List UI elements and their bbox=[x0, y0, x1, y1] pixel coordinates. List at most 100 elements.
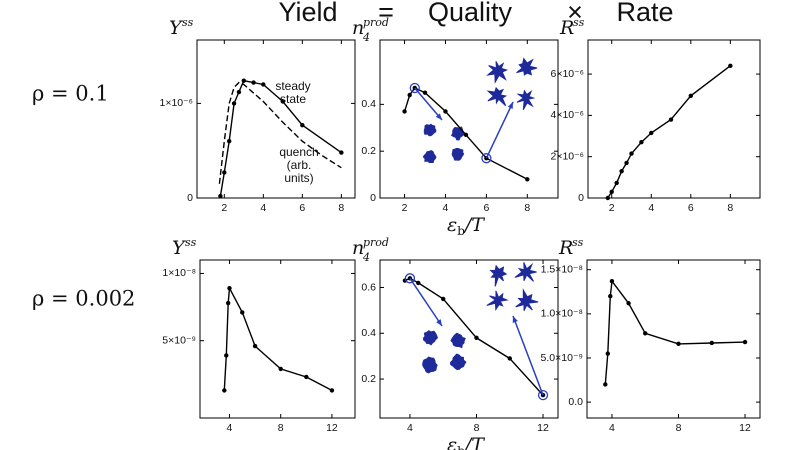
arrow-head bbox=[435, 113, 442, 120]
arrow-head bbox=[507, 102, 513, 109]
y-tick-label: 6×10⁻⁶ bbox=[550, 68, 584, 80]
arrow bbox=[409, 277, 443, 327]
panel-title: Y bbox=[169, 17, 184, 39]
data-point bbox=[329, 388, 335, 393]
y-tick-label: 0.0 bbox=[568, 396, 583, 408]
plot-frame bbox=[586, 259, 761, 419]
arrow-head bbox=[512, 316, 518, 323]
highlight-ring bbox=[404, 273, 416, 284]
cluster-icon bbox=[423, 123, 437, 137]
cluster-icon bbox=[486, 290, 509, 311]
arrow bbox=[485, 101, 514, 159]
data-point bbox=[236, 89, 242, 95]
data-point bbox=[222, 170, 227, 175]
data-point bbox=[240, 310, 245, 315]
row-label: ρ = 0.002 bbox=[32, 287, 135, 311]
x-tick-label: 4 bbox=[407, 422, 413, 434]
plot-frame bbox=[199, 259, 356, 419]
cluster-icon bbox=[516, 57, 538, 76]
y-tick-label: 1.0×10⁻⁸ bbox=[541, 308, 583, 320]
panel-title: n bbox=[352, 17, 364, 39]
x-axis-label: εb/T bbox=[447, 434, 485, 450]
data-point bbox=[300, 122, 305, 128]
highlight-ring bbox=[409, 82, 420, 94]
data-point bbox=[278, 366, 283, 372]
x-axis-label-sub: b bbox=[457, 224, 465, 238]
cluster-icon bbox=[486, 86, 508, 107]
data-point bbox=[474, 335, 479, 341]
data-point bbox=[605, 351, 610, 356]
y-tick-label: 1×10⁻⁸ bbox=[162, 267, 196, 279]
cluster-icon bbox=[451, 147, 465, 161]
data-point bbox=[624, 160, 629, 166]
data-point bbox=[222, 388, 227, 393]
cluster-icon bbox=[422, 356, 438, 374]
x-tick-label: 2 bbox=[609, 202, 615, 214]
cluster-icon bbox=[489, 264, 508, 287]
x-tick-label: 8 bbox=[727, 202, 733, 214]
panel-title-sub: 4 bbox=[362, 31, 370, 44]
data-point bbox=[241, 78, 247, 83]
data-point bbox=[224, 353, 229, 358]
data-point bbox=[407, 92, 412, 98]
data-line bbox=[223, 285, 333, 392]
data-point bbox=[280, 99, 286, 104]
cluster-icon bbox=[486, 61, 508, 84]
data-point bbox=[463, 132, 469, 137]
cluster-icon bbox=[514, 262, 537, 282]
x-tick-label: 4 bbox=[443, 202, 449, 214]
x-tick-label: 2 bbox=[402, 202, 408, 214]
panel-title: Y bbox=[172, 237, 187, 259]
panel-title: R bbox=[559, 17, 574, 39]
panel-title: R bbox=[558, 237, 573, 259]
data-point bbox=[619, 168, 624, 174]
x-tick-label: 6 bbox=[299, 202, 305, 214]
y-tick-label: 2×10⁻⁶ bbox=[550, 150, 584, 162]
data-point bbox=[626, 301, 631, 306]
cluster-icon bbox=[422, 330, 439, 346]
data-point bbox=[688, 93, 694, 98]
y-tick-label: 0.2 bbox=[361, 373, 376, 385]
x-tick-label: 12 bbox=[537, 422, 549, 434]
x-axis-label-main: ε bbox=[447, 434, 457, 450]
arrow bbox=[414, 87, 443, 121]
data-point bbox=[525, 177, 530, 182]
data-point bbox=[261, 82, 266, 87]
arrow-head bbox=[436, 319, 442, 326]
y-tick-label: 4×10⁻⁶ bbox=[550, 109, 584, 121]
panel-title-sup: prod bbox=[363, 236, 389, 249]
plot-frame bbox=[379, 259, 559, 419]
x-axis-label-sub: b bbox=[457, 444, 465, 450]
x-tick-label: 4 bbox=[609, 422, 615, 434]
panel-title-sup: ss bbox=[185, 236, 197, 249]
x-axis-label: εb/T bbox=[447, 214, 485, 238]
header-quality: Quality bbox=[428, 0, 513, 27]
x-tick-label: 8 bbox=[524, 202, 530, 214]
y-tick-label: 0.6 bbox=[361, 281, 376, 293]
data-point bbox=[608, 293, 613, 299]
x-axis-label-main: ε bbox=[447, 214, 457, 236]
panel-title: n bbox=[352, 237, 364, 259]
data-line bbox=[218, 81, 342, 184]
x-tick-label: 6 bbox=[688, 202, 694, 214]
plot-frame bbox=[196, 39, 356, 199]
header-rate: Rate bbox=[616, 0, 673, 27]
data-point bbox=[226, 139, 232, 144]
x-tick-label: 2 bbox=[221, 202, 227, 214]
x-tick-label: 8 bbox=[278, 422, 284, 434]
y-tick-label: 1.5×10⁻⁸ bbox=[541, 263, 583, 275]
data-point bbox=[742, 339, 748, 345]
x-tick-label: 4 bbox=[648, 202, 654, 214]
data-point bbox=[441, 296, 446, 302]
data-point bbox=[416, 280, 421, 286]
data-line bbox=[604, 279, 746, 385]
panel-title-sup: ss bbox=[182, 16, 194, 29]
data-point bbox=[643, 331, 648, 336]
y-tick-label: 1×10⁻⁶ bbox=[159, 97, 193, 109]
panel-title-sup: ss bbox=[572, 236, 584, 249]
data-point bbox=[728, 63, 733, 69]
data-point bbox=[507, 356, 512, 361]
x-axis-label-tail: /T bbox=[463, 214, 485, 236]
data-point bbox=[339, 150, 344, 155]
